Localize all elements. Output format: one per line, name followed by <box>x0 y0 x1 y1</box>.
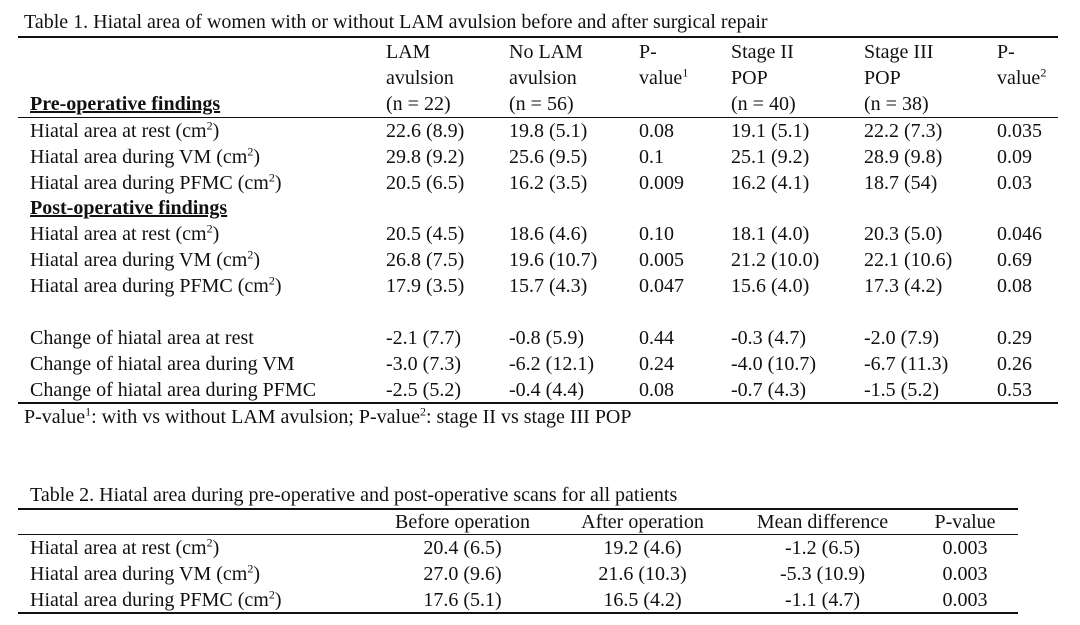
table-cell: 27.0 (9.6) <box>423 563 502 585</box>
row-label: Hiatal area during PFMC (cm2) <box>30 170 282 194</box>
table-cell: 0.24 <box>639 353 674 375</box>
table-cell: 0.009 <box>639 172 684 194</box>
table-cell: 20.5 (6.5) <box>386 172 465 194</box>
table-cell: 16.2 (4.1) <box>731 172 810 194</box>
table-cell: 0.003 <box>942 537 988 559</box>
table-cell: 19.2 (4.6) <box>603 537 682 559</box>
row-label: Hiatal area during PFMC (cm2) <box>30 273 282 297</box>
table-cell: 0.046 <box>997 223 1042 245</box>
table-cell: -2.1 (7.7) <box>386 327 461 349</box>
table-cell: 26.8 (7.5) <box>386 249 465 271</box>
table-cell: 20.3 (5.0) <box>864 223 943 245</box>
table-cell: 20.5 (4.5) <box>386 223 465 245</box>
row-label: Hiatal area at rest (cm2) <box>30 118 220 142</box>
header-no-lam: No LAM avulsion (n = 56) <box>509 41 583 115</box>
table-cell: 0.003 <box>942 589 988 611</box>
table2-caption: Table 2. Hiatal area during pre-operativ… <box>30 484 678 506</box>
table-cell: 0.44 <box>639 327 674 349</box>
row-label: Hiatal area during VM (cm2) <box>30 561 261 585</box>
table-cell: 20.4 (6.5) <box>423 537 502 559</box>
table-cell: 0.53 <box>997 379 1032 401</box>
table2-header-rule <box>18 534 1018 535</box>
table-cell: -1.2 (6.5) <box>785 537 860 559</box>
table-cell: -5.3 (10.9) <box>780 563 865 585</box>
header-stage-ii: Stage II POP (n = 40) <box>731 41 796 115</box>
table-cell: 16.2 (3.5) <box>509 172 588 194</box>
table-cell: 0.1 <box>639 146 664 168</box>
table-cell: 17.6 (5.1) <box>423 589 502 611</box>
row-label: Hiatal area during VM (cm2) <box>30 144 261 168</box>
table-cell: 22.6 (8.9) <box>386 120 465 142</box>
table-cell: 0.047 <box>639 275 684 297</box>
row-label: Hiatal area during PFMC (cm2) <box>30 587 282 611</box>
table-cell: 0.09 <box>997 146 1032 168</box>
table-cell: 15.6 (4.0) <box>731 275 810 297</box>
table-cell: -0.7 (4.3) <box>731 379 806 401</box>
header-lam: LAM avulsion (n = 22) <box>386 41 454 115</box>
table-cell: 22.1 (10.6) <box>864 249 953 271</box>
table-cell: 18.6 (4.6) <box>509 223 588 245</box>
table-cell: 0.003 <box>942 563 988 585</box>
table-cell: -2.0 (7.9) <box>864 327 939 349</box>
row-label: Change of hiatal area during VM <box>30 353 295 375</box>
row-label: Change of hiatal area at rest <box>30 327 254 349</box>
header-stage-iii: Stage III POP (n = 38) <box>864 41 934 115</box>
row-label: Hiatal area at rest (cm2) <box>30 535 220 559</box>
table-cell: 18.7 (54) <box>864 172 938 194</box>
table-cell: -0.3 (4.7) <box>731 327 806 349</box>
t2-header-before: Before operation <box>395 511 530 533</box>
table-cell: 0.08 <box>639 379 674 401</box>
header-p-value-1: P- value1 <box>639 41 689 89</box>
table-cell: 19.6 (10.7) <box>509 249 598 271</box>
table1-caption: Table 1. Hiatal area of women with or wi… <box>24 11 768 33</box>
table-cell: 29.8 (9.2) <box>386 146 465 168</box>
table-cell: 19.8 (5.1) <box>509 120 588 142</box>
table-cell: -1.5 (5.2) <box>864 379 939 401</box>
t2-header-after: After operation <box>581 511 704 533</box>
table-cell: -0.4 (4.4) <box>509 379 584 401</box>
t2-header-p-value: P-value <box>934 511 996 533</box>
row-label: Change of hiatal area during PFMC <box>30 379 317 401</box>
table-cell: 15.7 (4.3) <box>509 275 588 297</box>
table-cell: -6.2 (12.1) <box>509 353 594 375</box>
t2-header-mean-diff: Mean difference <box>756 511 889 533</box>
post-operative-heading: Post-operative findings <box>30 197 228 219</box>
row-label: Hiatal area at rest (cm2) <box>30 221 220 245</box>
table-cell: 0.26 <box>997 353 1032 375</box>
table1-bottom-rule <box>18 402 1058 404</box>
header-p-value-2: P- value2 <box>997 41 1047 89</box>
table-cell: -0.8 (5.9) <box>509 327 584 349</box>
table-cell: 17.3 (4.2) <box>864 275 943 297</box>
table-cell: 28.9 (9.8) <box>864 146 943 168</box>
table-cell: 21.6 (10.3) <box>598 563 687 585</box>
table-cell: -6.7 (11.3) <box>864 353 949 375</box>
table-cell: 0.08 <box>639 120 674 142</box>
table-cell: 18.1 (4.0) <box>731 223 810 245</box>
table-cell: 16.5 (4.2) <box>603 589 682 611</box>
table-cell: 17.9 (3.5) <box>386 275 465 297</box>
table-cell: 25.1 (9.2) <box>731 146 810 168</box>
table-cell: 0.03 <box>997 172 1032 194</box>
table-cell: -4.0 (10.7) <box>731 353 816 375</box>
table-cell: 0.10 <box>639 223 674 245</box>
table1-footnote: P-value1: with vs without LAM avulsion; … <box>24 404 632 428</box>
table-cell: 0.005 <box>639 249 684 271</box>
table-cell: -1.1 (4.7) <box>785 589 860 611</box>
table-cell: 19.1 (5.1) <box>731 120 810 142</box>
table2-bottom-rule <box>18 612 1018 614</box>
table-cell: -2.5 (5.2) <box>386 379 461 401</box>
table-cell: 25.6 (9.5) <box>509 146 588 168</box>
pre-operative-heading: Pre-operative findings <box>30 93 221 115</box>
table-cell: 0.69 <box>997 249 1032 271</box>
table-cell: 0.035 <box>997 120 1042 142</box>
table-cell: 0.08 <box>997 275 1032 297</box>
row-label: Hiatal area during VM (cm2) <box>30 247 261 271</box>
table1-top-rule <box>18 36 1058 38</box>
table-cell: -3.0 (7.3) <box>386 353 461 375</box>
table1-header-rule <box>18 117 1058 118</box>
table-cell: 0.29 <box>997 327 1032 349</box>
table-cell: 22.2 (7.3) <box>864 120 943 142</box>
table2-top-rule <box>18 508 1018 510</box>
table-cell: 21.2 (10.0) <box>731 249 820 271</box>
